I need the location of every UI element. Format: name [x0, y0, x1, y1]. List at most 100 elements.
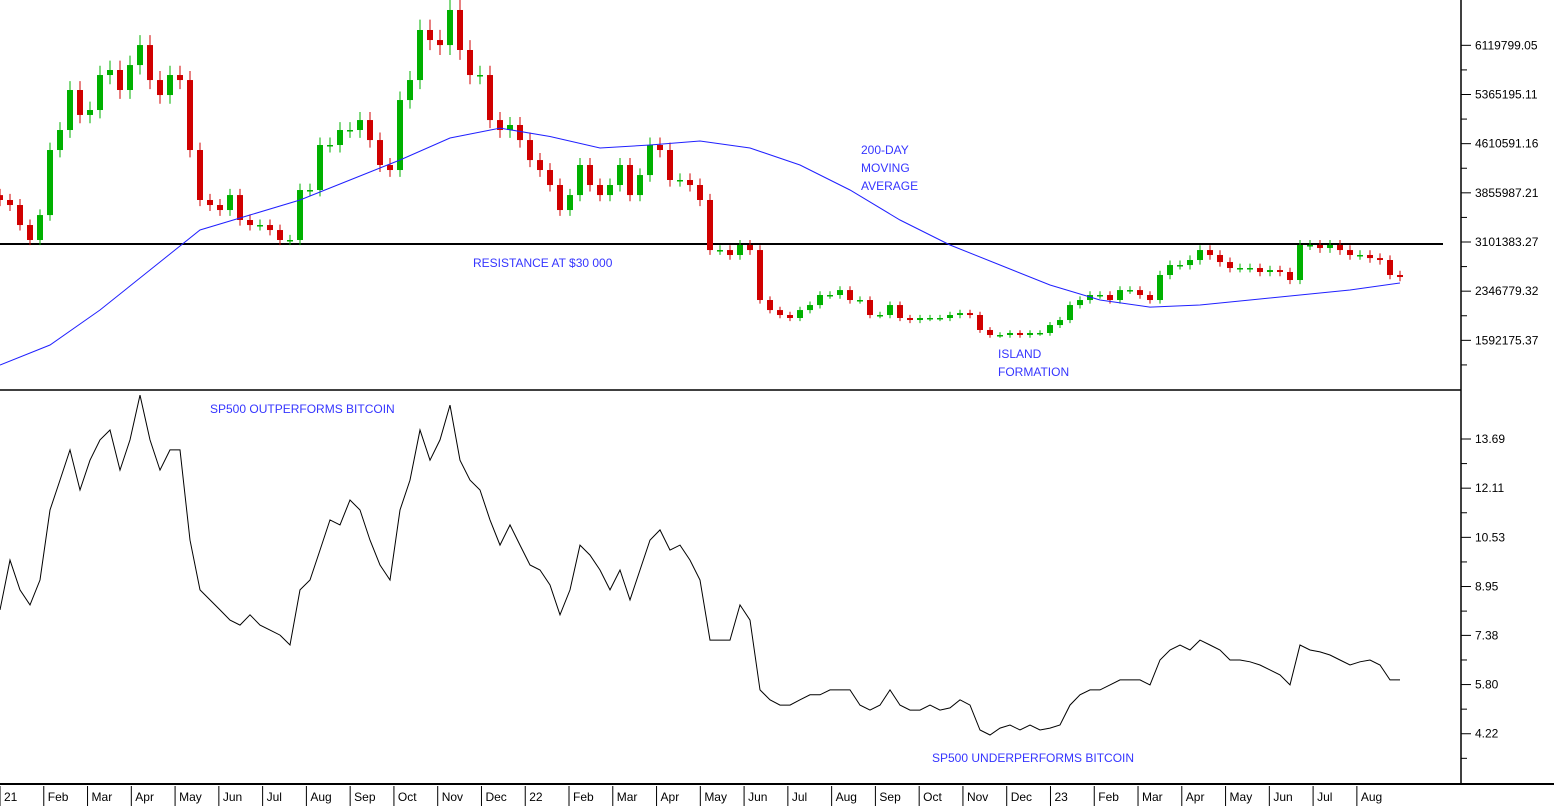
candle [807, 301, 813, 314]
ratio-tick-label: 12.11 [1475, 481, 1504, 495]
month-label: 22 [529, 790, 543, 804]
outperforms-annotation: SP500 OUTPERFORMS BITCOIN [210, 402, 395, 416]
candle [647, 137, 653, 182]
candle [1057, 316, 1063, 329]
candle [407, 70, 413, 109]
month-label: Sep [879, 790, 901, 804]
candle [1357, 250, 1363, 260]
month-label: May [704, 790, 727, 804]
month-label: Aug [1361, 790, 1382, 804]
month-label: Dec [485, 790, 506, 804]
candle [347, 122, 353, 138]
island-annotation-line1: ISLAND [998, 347, 1042, 361]
candle [137, 35, 143, 75]
candle [1277, 265, 1283, 277]
candle [447, 0, 453, 56]
candle [327, 137, 333, 153]
price-tick-label: 2346779.32 [1475, 284, 1539, 298]
candle [787, 311, 793, 322]
candle [1207, 245, 1213, 260]
candle [1187, 255, 1193, 270]
month-label: Jul [267, 790, 282, 804]
candle [1367, 250, 1373, 263]
candle [67, 81, 73, 138]
candle [537, 152, 543, 177]
candle [307, 183, 313, 197]
candle [127, 55, 133, 99]
candle [757, 245, 763, 304]
ratio-line [0, 394, 1400, 736]
candle [427, 19, 433, 51]
candle [577, 158, 583, 202]
candle [837, 286, 843, 299]
candle [737, 240, 743, 260]
candle [37, 209, 43, 246]
candle [1217, 250, 1223, 267]
candle [907, 314, 913, 324]
candle [1027, 330, 1033, 338]
month-label: Oct [923, 790, 942, 804]
month-label: Oct [398, 790, 417, 804]
month-label: Jul [1317, 790, 1332, 804]
candle [287, 234, 293, 246]
candle [987, 327, 993, 338]
candle [477, 65, 483, 85]
candle [1327, 240, 1333, 253]
candle [997, 332, 1003, 338]
candle [977, 311, 983, 333]
candle [947, 311, 953, 322]
month-label: Apr [661, 790, 680, 804]
candle [27, 219, 33, 246]
candle [297, 183, 303, 246]
candle [1137, 286, 1143, 299]
ma-annotation-line1: 200-DAY [861, 143, 909, 157]
candle [587, 158, 593, 192]
price-axis-ticks: 6119799.05 5365195.11 4610591.16 3855987.21… [1461, 38, 1539, 366]
candle [267, 219, 273, 236]
candle [7, 193, 13, 211]
candle [917, 314, 923, 324]
ma-annotation-line2: MOVING [861, 161, 910, 175]
ma-annotation-line3: AVERAGE [861, 179, 918, 193]
candle [967, 309, 973, 319]
month-label: Jun [223, 790, 242, 804]
price-tick-label: 4610591.16 [1475, 137, 1539, 151]
island-annotation-line2: FORMATION [998, 365, 1069, 379]
candle [627, 158, 633, 202]
candle [1227, 257, 1233, 273]
candle [1287, 267, 1293, 285]
candle [1177, 260, 1183, 270]
ratio-tick-label: 8.95 [1475, 580, 1499, 594]
candle [227, 188, 233, 216]
candle [817, 291, 823, 309]
candle [1197, 245, 1203, 265]
month-label: Dec [1011, 790, 1032, 804]
candle [1237, 263, 1243, 273]
candle [887, 301, 893, 319]
candle [397, 91, 403, 177]
candle [387, 158, 393, 177]
candle [927, 314, 933, 322]
candle [567, 188, 573, 216]
candle [457, 0, 463, 60]
candle [727, 245, 733, 260]
candle [1157, 270, 1163, 304]
ratio-tick-label: 13.69 [1475, 432, 1505, 446]
candle [1067, 301, 1073, 324]
candle [527, 132, 533, 168]
month-label: Jun [1273, 790, 1292, 804]
month-label: Apr [1186, 790, 1205, 804]
candle [357, 111, 363, 138]
candle [467, 40, 473, 85]
candle [857, 296, 863, 304]
candle [777, 306, 783, 319]
candle [1127, 286, 1133, 294]
candle [827, 291, 833, 299]
month-label: 23 [1054, 790, 1068, 804]
candle [1397, 270, 1403, 282]
candle [717, 245, 723, 255]
price-tick-label: 1592175.37 [1475, 333, 1539, 347]
month-label: Mar [92, 790, 113, 804]
ratio-panel [0, 394, 1400, 736]
candle [1247, 263, 1253, 273]
